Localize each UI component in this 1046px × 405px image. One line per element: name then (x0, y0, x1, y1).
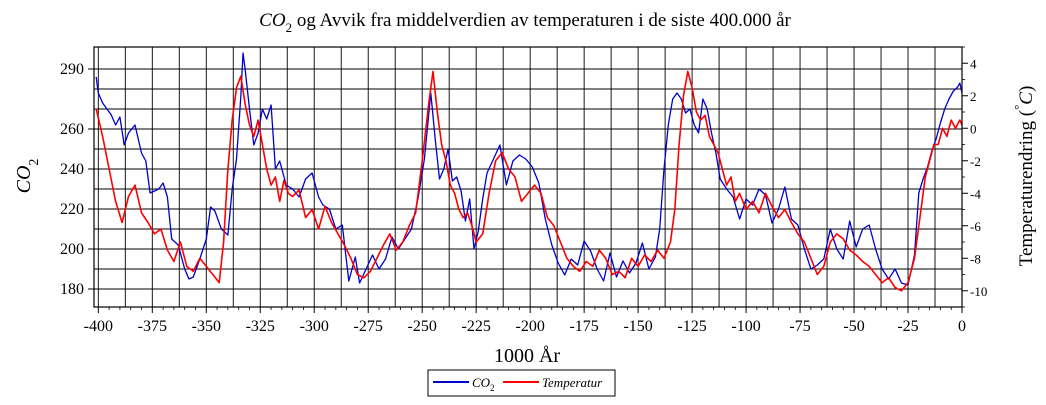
y-left-axis-ticks: 180 200 220 240 260 290 (60, 61, 94, 298)
y-right-label-unit: C (1016, 92, 1037, 105)
x-axis-ticks: -400 -375 -350 -325 -300 -275 -250 -225 -200 -175… (84, 307, 966, 335)
x-tick-label: -275 (354, 318, 383, 335)
y-right-axis-label: Temperaturendring (°C) (1011, 86, 1037, 267)
x-tick-label: -200 (515, 318, 544, 335)
legend-label-co2: CO2 (472, 375, 495, 393)
y-right-axis-ticks: -10 -8 -6 -4 -2 0 2 4 (962, 46, 987, 308)
plot-area (94, 47, 962, 307)
x-tick-label: -325 (246, 318, 275, 335)
series-layer (95, 52, 963, 292)
y-left-tick-label: 200 (60, 241, 84, 258)
x-tick-label: -300 (300, 318, 329, 335)
x-tick-label: -75 (789, 318, 810, 335)
x-tick-label: -250 (408, 318, 437, 335)
x-tick-label: 0 (958, 318, 966, 335)
x-tick-label: -100 (731, 318, 760, 335)
y-right-tick-label: -4 (970, 186, 981, 201)
y-right-label-close: ) (1016, 86, 1037, 92)
x-tick-label: -350 (192, 318, 221, 335)
y-left-tick-label: 290 (60, 61, 84, 78)
x-tick-label: -375 (138, 318, 167, 335)
x-tick-label: -150 (623, 318, 652, 335)
x-tick-label: -125 (677, 318, 706, 335)
x-tick-label: -175 (569, 318, 598, 335)
series-line-temperatur (95, 70, 963, 292)
x-axis-label: 1000 År (494, 345, 560, 367)
y-left-tick-label: 220 (60, 201, 84, 218)
y-left-tick-label: 180 (60, 281, 84, 298)
y-right-label-main: Temperaturendring ( (1016, 110, 1037, 266)
x-tick-label: -400 (84, 318, 113, 335)
x-tick-label: -50 (843, 318, 864, 335)
y-right-tick-label: 0 (970, 121, 977, 136)
y-right-tick-label: -6 (970, 219, 981, 234)
legend: CO2 Temperatur (427, 369, 616, 397)
series-line-co2 (95, 52, 963, 286)
y-left-label-sub: 2 (27, 159, 42, 166)
y-left-axis-label: CO2 (13, 159, 42, 194)
x-tick-label: -225 (462, 318, 491, 335)
y-right-tick-label: 4 (970, 56, 977, 71)
y-right-label-deg: ° (1011, 105, 1026, 110)
y-left-tick-label: 240 (60, 161, 84, 178)
chart-title-rest: og Avvik fra middelverdien av temperatur… (292, 10, 791, 31)
grid-horizontal (94, 68, 962, 290)
chart-title-sub: 2 (286, 20, 293, 35)
y-right-tick-label: -2 (970, 154, 981, 169)
chart-title-co: CO (259, 10, 286, 31)
y-right-tick-label: -10 (970, 284, 987, 299)
chart-title: CO2 og Avvik fra middelverdien av temper… (259, 10, 791, 35)
y-left-label-co: CO (13, 166, 35, 194)
y-right-tick-label: -8 (970, 251, 981, 266)
y-left-tick-label: 260 (60, 121, 84, 138)
x-tick-label: -25 (897, 318, 918, 335)
legend-label-temperatur: Temperatur (542, 375, 603, 390)
y-right-tick-label: 2 (970, 89, 977, 104)
